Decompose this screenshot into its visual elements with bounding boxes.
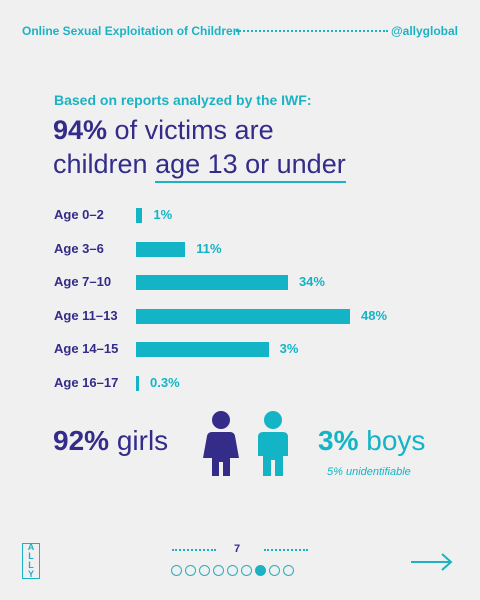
page-number: 7 [234,543,241,555]
page-dot[interactable] [185,565,196,576]
logo-letter: A [27,542,35,552]
bar [136,208,143,223]
footer-dotted-divider-left [172,549,216,551]
logo-letter: L [28,551,34,561]
boys-percent: 3% [318,425,359,456]
unidentifiable-note: 5% unidentifiable [327,466,411,478]
page-dot[interactable] [213,565,224,576]
logo-letter: L [28,560,34,570]
headline-line-2: children age 13 or under [53,147,346,183]
header-dotted-divider [236,30,388,32]
category-label: Age 11–13 [54,307,118,323]
page-dot[interactable] [199,565,210,576]
category-label: Age 14–15 [54,341,119,356]
page-dot[interactable] [241,565,252,576]
headline-underlined-text: age 13 or under [155,149,346,183]
bar [136,275,288,290]
value-label: 3% [279,341,299,356]
footer-dotted-divider-right [264,549,308,551]
account-handle: @allyglobal [390,24,458,38]
page-dot[interactable] [255,565,266,576]
bar [136,342,269,357]
bar [136,308,350,324]
bar [136,375,139,391]
page-indicator [171,565,294,576]
girls-stat: 92% girls [53,425,168,457]
source-intro: Based on reports analyzed by the IWF: [54,92,312,108]
logo-letter: Y [27,569,34,579]
page-dot[interactable] [283,565,294,576]
girls-percent: 92% [53,425,110,456]
page-dot[interactable] [227,565,238,576]
value-label: 11% [196,240,222,256]
arrow-right-icon[interactable] [410,552,454,572]
value-label: 0.3% [150,374,180,390]
page-dot[interactable] [269,565,280,576]
headline-text-2: children [53,149,156,179]
boys-stat: 3% boys [318,425,425,457]
value-label: 1% [153,207,173,222]
series-title: Online Sexual Exploitation of Children [22,24,241,38]
girls-label: girls [109,425,169,456]
value-label: 34% [298,274,325,289]
headline-line-1: 94% of victims are [53,113,274,147]
value-label: 48% [361,307,388,323]
bar [136,241,186,257]
ally-logo: A L L Y [22,543,40,579]
boys-label: boys [358,425,426,456]
girl-icon [203,411,239,476]
headline-text-1: of victims are [107,115,274,145]
headline-stat: 94% [53,115,108,145]
category-label: Age 3–6 [54,240,104,256]
page-dot[interactable] [171,565,182,576]
category-label: Age 7–10 [54,274,112,289]
boy-icon [258,411,288,476]
category-label: Age 16–17 [54,374,119,390]
category-label: Age 0–2 [54,207,104,222]
